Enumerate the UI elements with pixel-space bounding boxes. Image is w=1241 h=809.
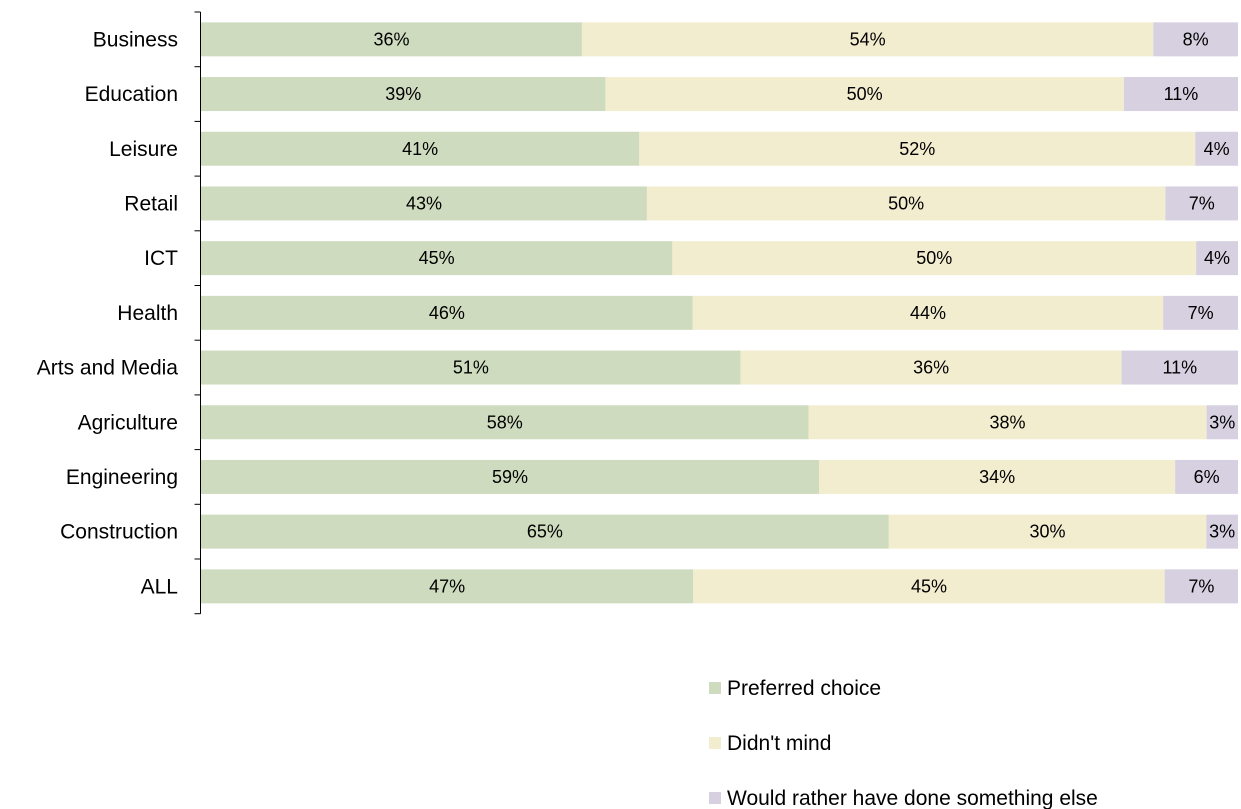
data-label-didn-t-mind-leisure: 52% — [899, 139, 935, 159]
data-label-preferred-choice-business: 36% — [373, 29, 409, 49]
data-label-would-rather-have-done-something-else-leisure: 4% — [1204, 139, 1230, 159]
category-label-leisure: Leisure — [109, 138, 178, 161]
category-label-health: Health — [117, 302, 178, 325]
data-label-would-rather-have-done-something-else-construction: 3% — [1209, 522, 1235, 542]
data-label-preferred-choice-retail: 43% — [406, 193, 442, 213]
category-axis — [195, 12, 201, 614]
legend: Preferred choice Didn't mind Would rather … — [709, 677, 1098, 809]
data-label-preferred-choice-agriculture: 58% — [487, 412, 523, 432]
data-label-preferred-choice-arts-and-media: 51% — [453, 358, 489, 378]
data-label-didn-t-mind-construction: 30% — [1030, 522, 1066, 542]
data-label-would-rather-have-done-something-else-education: 11% — [1164, 84, 1199, 104]
data-label-would-rather-have-done-something-else-all: 7% — [1188, 576, 1214, 596]
category-label-retail: Retail — [124, 192, 178, 215]
legend-label-preferred-choice: Preferred choice — [727, 677, 881, 700]
data-label-would-rather-have-done-something-else-ict: 4% — [1204, 248, 1230, 268]
data-label-didn-t-mind-all: 45% — [911, 576, 947, 596]
category-label-construction: Construction — [60, 521, 178, 544]
data-label-didn-t-mind-business: 54% — [850, 29, 886, 49]
data-label-preferred-choice-engineering: 59% — [492, 467, 528, 487]
data-label-didn-t-mind-health: 44% — [910, 303, 946, 323]
category-label-arts-and-media: Arts and Media — [37, 357, 179, 380]
data-label-would-rather-have-done-something-else-business: 8% — [1183, 29, 1209, 49]
data-label-didn-t-mind-engineering: 34% — [979, 467, 1015, 487]
data-label-would-rather-have-done-something-else-health: 7% — [1188, 303, 1214, 323]
data-label-preferred-choice-construction: 65% — [527, 522, 563, 542]
data-label-preferred-choice-ict: 45% — [419, 248, 455, 268]
category-label-agriculture: Agriculture — [78, 411, 178, 434]
category-label-ict: ICT — [144, 247, 178, 270]
data-label-would-rather-have-done-something-else-retail: 7% — [1189, 193, 1215, 213]
legend-swatch-preferred-choice — [709, 682, 721, 694]
category-label-education: Education — [85, 83, 178, 106]
legend-label-would-rather-have-done-something-else: Would rather have done something else — [727, 787, 1098, 809]
category-labels: Business Education Leisure Retail ICT Health A… — [37, 28, 179, 598]
data-label-didn-t-mind-agriculture: 38% — [990, 412, 1026, 432]
data-label-preferred-choice-all: 47% — [429, 576, 465, 596]
legend-label-didn-t-mind: Didn't mind — [727, 732, 831, 755]
legend-swatch-would-rather-have-done-something-else — [709, 792, 721, 804]
data-label-didn-t-mind-retail: 50% — [888, 193, 924, 213]
data-label-would-rather-have-done-something-else-arts-and-media: 11% — [1162, 358, 1197, 378]
category-label-all: ALL — [141, 575, 178, 598]
legend-swatch-didn-t-mind — [709, 737, 721, 749]
data-label-preferred-choice-education: 39% — [385, 84, 421, 104]
data-label-didn-t-mind-ict: 50% — [916, 248, 952, 268]
data-label-would-rather-have-done-something-else-agriculture: 3% — [1209, 412, 1235, 432]
data-label-didn-t-mind-education: 50% — [847, 84, 883, 104]
category-label-engineering: Engineering — [66, 466, 178, 489]
data-label-didn-t-mind-arts-and-media: 36% — [913, 358, 949, 378]
data-label-would-rather-have-done-something-else-engineering: 6% — [1194, 467, 1220, 487]
data-label-preferred-choice-leisure: 41% — [402, 139, 438, 159]
bars-group: 36% 54% 8% 39% 50% 11% 41% 52% 4% 43% 50% 7% 45% 50% 4… — [201, 22, 1238, 603]
category-label-business: Business — [93, 28, 178, 51]
data-label-preferred-choice-health: 46% — [429, 303, 465, 323]
